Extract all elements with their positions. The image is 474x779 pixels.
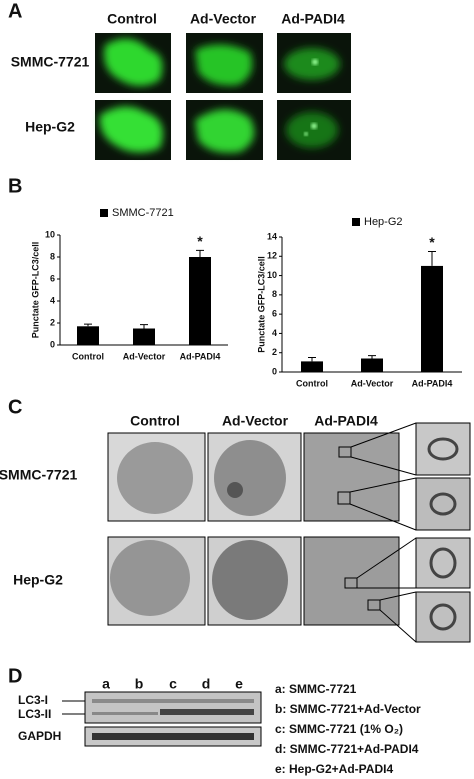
bar bbox=[133, 328, 155, 345]
bar bbox=[77, 326, 99, 345]
error-bar bbox=[368, 355, 376, 359]
error-bar bbox=[140, 324, 148, 329]
column-header: Ad-PADI4 bbox=[314, 413, 378, 429]
lane-label: a bbox=[102, 676, 110, 692]
x-tick-label: Ad-PADI4 bbox=[412, 378, 453, 388]
error-bar bbox=[308, 357, 316, 362]
y-tick-label: 0 bbox=[50, 339, 55, 349]
key-item: b: SMMC-7721+Ad-Vector bbox=[275, 702, 421, 716]
y-tick-label: 4 bbox=[50, 295, 55, 305]
error-bar bbox=[196, 249, 204, 257]
legend-swatch bbox=[100, 209, 108, 217]
y-tick-label: 10 bbox=[45, 229, 55, 239]
significance-mark: * bbox=[429, 234, 435, 250]
bar bbox=[301, 361, 323, 372]
row-label: Hep-G2 bbox=[13, 572, 63, 588]
key-item: d: SMMC-7721+Ad-PADI4 bbox=[275, 742, 419, 756]
x-tick-label: Ad-Vector bbox=[351, 378, 394, 388]
western-blot bbox=[62, 691, 262, 747]
panel-label: D bbox=[8, 665, 22, 687]
lane-label: e bbox=[235, 676, 243, 692]
panel-label: C bbox=[8, 396, 22, 418]
y-axis-label: Punctate GFP-LC3/cell bbox=[30, 242, 40, 339]
row-label: SMMC-7721 bbox=[0, 467, 77, 483]
error-bar bbox=[428, 250, 436, 266]
y-tick-label: 2 bbox=[50, 317, 55, 327]
em-images bbox=[107, 422, 471, 643]
band-label: LC3-I bbox=[18, 693, 48, 707]
key-item: c: SMMC-7721 (1% O₂) bbox=[275, 722, 403, 736]
fluorescence-images bbox=[95, 33, 351, 160]
y-tick-label: 6 bbox=[50, 273, 55, 283]
band-label: GAPDH bbox=[18, 729, 61, 743]
band-label: LC3-II bbox=[18, 707, 51, 721]
y-tick-label: 14 bbox=[267, 231, 277, 241]
y-tick-label: 8 bbox=[272, 289, 277, 299]
x-tick-label: Control bbox=[296, 378, 328, 388]
column-header: Ad-PADI4 bbox=[281, 11, 345, 27]
panel-label: B bbox=[8, 175, 22, 197]
legend-label: Hep-G2 bbox=[364, 216, 403, 228]
bar bbox=[361, 358, 383, 372]
significance-mark: * bbox=[197, 233, 203, 249]
y-tick-label: 6 bbox=[272, 309, 277, 319]
panel-label: A bbox=[8, 0, 22, 22]
x-tick-label: Ad-PADI4 bbox=[180, 351, 221, 361]
key-item: a: SMMC-7721 bbox=[275, 682, 357, 696]
y-tick-label: 4 bbox=[272, 328, 277, 338]
y-tick-label: 10 bbox=[267, 270, 277, 280]
y-tick-label: 2 bbox=[272, 347, 277, 357]
y-tick-label: 8 bbox=[50, 251, 55, 261]
legend-label: SMMC-7721 bbox=[112, 207, 174, 219]
row-label: Hep-G2 bbox=[25, 119, 75, 135]
lane-label: b bbox=[135, 676, 144, 692]
column-header: Ad-Vector bbox=[190, 11, 257, 27]
legend-swatch bbox=[352, 218, 360, 226]
y-axis-label: Punctate GFP-LC3/cell bbox=[256, 256, 266, 353]
column-header: Control bbox=[130, 413, 180, 429]
row-label: SMMC-7721 bbox=[11, 54, 90, 70]
key-item: e: Hep-G2+Ad-PADI4 bbox=[275, 762, 393, 776]
x-tick-label: Control bbox=[72, 351, 104, 361]
column-header: Ad-Vector bbox=[222, 413, 289, 429]
column-header: Control bbox=[107, 11, 157, 27]
x-tick-label: Ad-Vector bbox=[123, 351, 166, 361]
y-tick-label: 12 bbox=[267, 251, 277, 261]
error-bar bbox=[84, 323, 92, 327]
y-tick-label: 0 bbox=[272, 366, 277, 376]
lane-label: d bbox=[202, 676, 211, 692]
lane-label: c bbox=[169, 676, 177, 692]
bar bbox=[189, 257, 211, 345]
bar bbox=[421, 265, 443, 372]
